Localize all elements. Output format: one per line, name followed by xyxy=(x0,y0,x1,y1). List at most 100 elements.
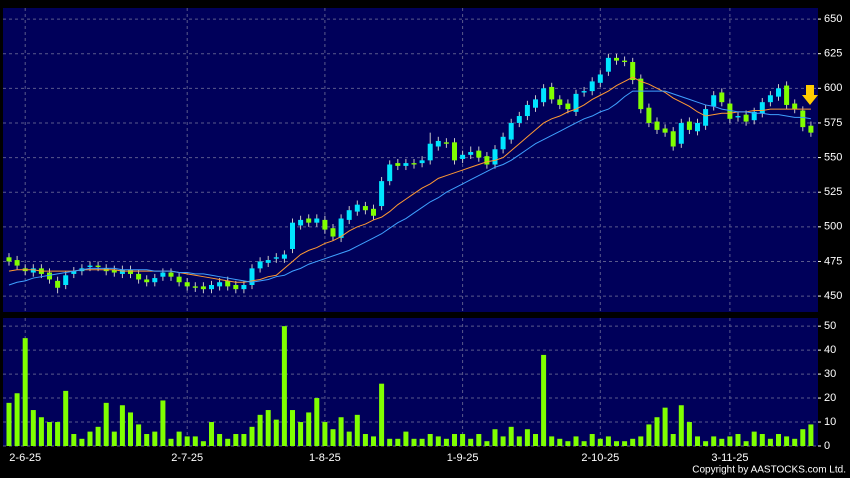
candle-body xyxy=(476,150,482,158)
volume-bar xyxy=(38,417,44,446)
volume-bar xyxy=(622,441,628,446)
candle-body xyxy=(646,107,652,123)
y-tick-label: 20 xyxy=(824,392,836,404)
candle-body xyxy=(784,85,790,105)
volume-bar xyxy=(257,414,263,446)
volume-bar xyxy=(395,438,401,446)
y-tick-label: 525 xyxy=(824,186,842,198)
candle-body xyxy=(217,282,223,287)
volume-bar xyxy=(22,338,28,446)
candle-body xyxy=(395,163,401,166)
volume-bar xyxy=(338,417,344,446)
volume-bar xyxy=(387,438,393,446)
volume-bar xyxy=(30,410,36,446)
candle-body xyxy=(111,269,117,273)
volume-bar xyxy=(209,422,214,446)
candle-body xyxy=(290,222,295,249)
candle-body xyxy=(362,206,368,211)
volume-bar xyxy=(6,402,12,446)
volume-bar xyxy=(711,436,717,446)
volume-bar xyxy=(95,426,101,446)
volume-bar xyxy=(322,422,328,446)
volume-bar xyxy=(500,436,506,446)
candle-body xyxy=(662,128,668,133)
volume-bar xyxy=(47,422,52,446)
candle-body xyxy=(508,122,514,140)
volume-bar xyxy=(614,441,619,446)
y-tick-label: 650 xyxy=(824,13,842,25)
candle-body xyxy=(322,219,328,230)
volume-bar xyxy=(119,405,125,446)
x-tick-label: 1-9-25 xyxy=(447,452,479,464)
volume-bar xyxy=(103,402,109,446)
candle-body xyxy=(767,95,773,103)
candle-body xyxy=(209,284,214,290)
x-tick-label: 2-7-25 xyxy=(171,452,203,464)
candle-body xyxy=(670,131,676,147)
volume-bar xyxy=(346,431,352,446)
y-tick-label: 575 xyxy=(824,117,842,129)
y-tick-label: 600 xyxy=(824,82,842,94)
candle-body xyxy=(460,154,466,159)
volume-bar xyxy=(314,398,320,446)
moving-average xyxy=(8,76,811,283)
candle-body xyxy=(387,164,393,182)
candle-body xyxy=(314,218,320,223)
x-tick-label: 3-11-25 xyxy=(711,452,748,464)
volume-bar xyxy=(605,436,611,446)
volume-bar xyxy=(128,412,133,446)
y-tick-label: 625 xyxy=(824,48,842,60)
candle-body xyxy=(47,272,52,280)
y-tick-label: 475 xyxy=(824,255,842,267)
volume-bar xyxy=(516,436,522,446)
candle-body xyxy=(257,261,263,269)
volume-bar xyxy=(735,434,741,446)
volume-bar xyxy=(678,405,684,446)
candle-body xyxy=(14,260,20,266)
volume-bar xyxy=(265,410,271,446)
candle-body xyxy=(727,103,733,119)
volume-bar xyxy=(751,431,757,446)
candle-body xyxy=(792,103,798,110)
candle-body xyxy=(759,102,765,114)
volume-bar xyxy=(111,431,117,446)
volume-bar xyxy=(565,441,571,446)
volume-bar xyxy=(136,424,142,446)
volume-bar xyxy=(719,438,725,446)
candle-body xyxy=(492,149,498,165)
volume-bar xyxy=(784,436,790,446)
candle-body xyxy=(622,60,628,63)
candle-body xyxy=(411,163,417,165)
candle-body xyxy=(168,272,174,277)
candle-body xyxy=(419,160,425,164)
candle-body xyxy=(484,156,490,165)
candle-body xyxy=(298,219,304,226)
candle-body xyxy=(452,142,457,161)
volume-bar xyxy=(776,434,781,446)
candle-body xyxy=(273,257,279,259)
volume-bar xyxy=(71,434,77,446)
volume-bar xyxy=(176,431,182,446)
volume-bar xyxy=(468,438,474,446)
candle-body xyxy=(249,268,255,285)
volume-bar xyxy=(460,434,466,446)
volume-bar xyxy=(427,434,433,446)
volume-bar xyxy=(419,438,425,446)
candle-body xyxy=(557,99,563,105)
volume-bar xyxy=(217,434,223,446)
candle-body xyxy=(597,74,603,83)
candle-body xyxy=(735,116,741,118)
volume-bar xyxy=(646,424,652,446)
volume-bar xyxy=(630,438,636,446)
candle-body xyxy=(192,286,198,288)
candle-body xyxy=(703,109,709,126)
volume-bar xyxy=(200,441,206,446)
candle-body xyxy=(87,265,93,267)
candle-body xyxy=(443,142,449,144)
volume-bar xyxy=(767,438,773,446)
volume-bar xyxy=(273,419,279,446)
volume-bar xyxy=(14,393,20,446)
volume-bar xyxy=(290,410,295,446)
moving-average xyxy=(8,90,811,286)
volume-bar xyxy=(662,407,668,446)
